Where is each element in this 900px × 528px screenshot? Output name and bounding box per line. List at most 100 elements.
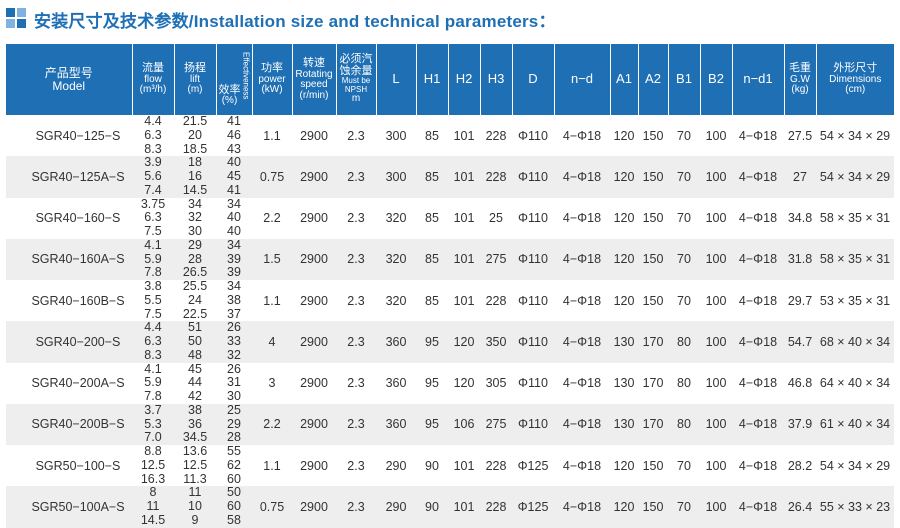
cell-flow: 3.75 6.3 7.5 bbox=[132, 197, 174, 239]
cell-H1: 85 bbox=[416, 197, 448, 239]
cell-eff: 25 29 28 bbox=[216, 402, 252, 445]
cell-flow-value: 4.4 bbox=[144, 114, 162, 128]
cell-H3: 228 bbox=[480, 486, 512, 528]
cell-model: SGR40−200B−S bbox=[6, 403, 132, 445]
section-title-bar: 安装尺寸及技术参数/Installation size and technica… bbox=[6, 6, 556, 32]
cell-lift-value: 21.5 bbox=[182, 114, 208, 128]
cell-B2: 100 bbox=[700, 486, 732, 528]
table-row: SGR40−200B−S 3.7 5.3 7.0 38 36 34.5 25 29 28 2.2 29… bbox=[6, 402, 894, 445]
cell-speed: 2900 bbox=[292, 321, 336, 363]
cell-H3: 228 bbox=[480, 280, 512, 322]
cell-lift: 29 28 26.5 bbox=[174, 238, 216, 280]
cell-B1: 70 bbox=[668, 156, 700, 198]
cell-speed: 2900 bbox=[292, 445, 336, 487]
col-efficiency: 效率 (%) Effectiveness bbox=[216, 44, 253, 115]
cell-eff: 50 60 58 bbox=[216, 485, 252, 528]
cell-A2: 150 bbox=[638, 197, 668, 239]
cell-model: SGR40−125A−S bbox=[6, 156, 132, 198]
cell-flow-value: 4.1 bbox=[144, 237, 162, 252]
cell-flow-value: 7.8 bbox=[144, 389, 162, 403]
cell-flow-value: 7.4 bbox=[144, 182, 162, 197]
cell-H2: 101 bbox=[448, 197, 480, 239]
col-H1: H1 bbox=[416, 44, 449, 115]
cell-lift-value: 51 bbox=[188, 320, 202, 335]
cell-flow: 4.1 5.9 7.8 bbox=[132, 362, 174, 404]
cell-nd: 4−Φ18 bbox=[554, 403, 610, 445]
cell-D: Φ110 bbox=[512, 403, 554, 445]
cell-dim: 68 × 40 × 34 bbox=[816, 321, 894, 363]
col-nd: n−d bbox=[554, 44, 611, 115]
cell-A1: 120 bbox=[610, 115, 638, 157]
cell-A2: 150 bbox=[638, 445, 668, 487]
cell-flow-value: 11 bbox=[146, 499, 160, 513]
cell-H2: 101 bbox=[448, 238, 480, 280]
cell-lift: 34 32 30 bbox=[174, 196, 216, 239]
cell-H3: 275 bbox=[480, 403, 512, 445]
cell-lift-value: 22.5 bbox=[182, 306, 208, 321]
cell-power: 1.1 bbox=[252, 115, 292, 157]
cell-lift-value: 28 bbox=[188, 251, 202, 266]
col-speed: 转速 Rotating speed (r/min) bbox=[292, 44, 337, 115]
cell-A1: 130 bbox=[610, 362, 638, 404]
cell-B1: 70 bbox=[668, 197, 700, 239]
cell-flow-value: 3.8 bbox=[144, 279, 162, 293]
cell-H3: 350 bbox=[480, 321, 512, 363]
cell-A2: 170 bbox=[638, 321, 668, 363]
cell-eff-value: 30 bbox=[227, 389, 241, 403]
cell-nd1: 4−Φ18 bbox=[732, 403, 784, 445]
cell-lift-value: 48 bbox=[188, 347, 202, 362]
cell-speed: 2900 bbox=[292, 115, 336, 157]
cell-eff-value: 41 bbox=[227, 114, 241, 128]
cell-eff-value: 39 bbox=[227, 251, 241, 266]
cell-B2: 100 bbox=[700, 403, 732, 445]
cell-gw: 31.8 bbox=[784, 238, 816, 280]
cell-eff-value: 34 bbox=[227, 237, 241, 252]
cell-dim: 54 × 34 × 29 bbox=[816, 445, 894, 487]
cell-H1: 85 bbox=[416, 238, 448, 280]
cell-flow-value: 5.6 bbox=[144, 169, 162, 183]
cell-H1: 95 bbox=[416, 321, 448, 363]
cell-H2: 120 bbox=[448, 362, 480, 404]
cell-eff-value: 34 bbox=[227, 196, 241, 211]
cell-speed: 2900 bbox=[292, 156, 336, 198]
col-A2: A2 bbox=[638, 44, 669, 115]
cell-flow-value: 8 bbox=[149, 485, 157, 500]
col-lift: 扬程 lift (m) bbox=[174, 44, 217, 115]
cell-power: 1.1 bbox=[252, 445, 292, 487]
cell-flow-value: 12.5 bbox=[140, 457, 166, 472]
cell-eff-value: 29 bbox=[227, 416, 241, 431]
cell-lift-value: 32 bbox=[188, 210, 202, 225]
cell-eff-value: 25 bbox=[227, 402, 241, 417]
cell-npsh: 2.3 bbox=[336, 156, 376, 198]
cell-H1: 95 bbox=[416, 362, 448, 404]
cell-model: SGR50−100−S bbox=[6, 445, 132, 487]
cell-lift-value: 34 bbox=[188, 196, 202, 211]
cell-flow-value: 6.3 bbox=[144, 127, 162, 142]
cell-eff-value: 39 bbox=[227, 265, 241, 280]
cell-eff-value: 40 bbox=[227, 224, 241, 238]
cell-flow-value: 7.5 bbox=[144, 306, 162, 321]
cell-model: SGR40−200A−S bbox=[6, 362, 132, 404]
cell-power: 1.1 bbox=[252, 280, 292, 322]
cell-D: Φ110 bbox=[512, 156, 554, 198]
cell-speed: 2900 bbox=[292, 486, 336, 528]
cell-A2: 150 bbox=[638, 238, 668, 280]
cell-speed: 2900 bbox=[292, 362, 336, 404]
cell-H1: 85 bbox=[416, 115, 448, 157]
cell-lift: 13.6 12.5 11.3 bbox=[174, 444, 216, 487]
cell-lift-value: 45 bbox=[188, 361, 202, 376]
table-row: SGR50−100−S 8.8 12.5 16.3 13.6 12.5 11.3 55 62 60… bbox=[6, 444, 894, 487]
cell-lift-value: 9 bbox=[191, 512, 199, 527]
cell-lift-value: 42 bbox=[188, 389, 202, 403]
cell-A2: 150 bbox=[638, 486, 668, 528]
cell-eff-value: 60 bbox=[227, 471, 241, 486]
cell-power: 2.2 bbox=[252, 197, 292, 239]
cell-H1: 85 bbox=[416, 156, 448, 198]
col-D: D bbox=[512, 44, 555, 115]
table-row: SGR40−160B−S 3.8 5.5 7.5 25.5 24 22.5 34 38 37 1.1… bbox=[6, 279, 894, 322]
cell-eff-value: 38 bbox=[227, 292, 241, 307]
col-gross-weight: 毛重 G.W (kg) bbox=[784, 44, 817, 115]
cell-nd: 4−Φ18 bbox=[554, 445, 610, 487]
cell-eff-value: 58 bbox=[227, 512, 241, 527]
cell-L: 320 bbox=[376, 238, 416, 280]
